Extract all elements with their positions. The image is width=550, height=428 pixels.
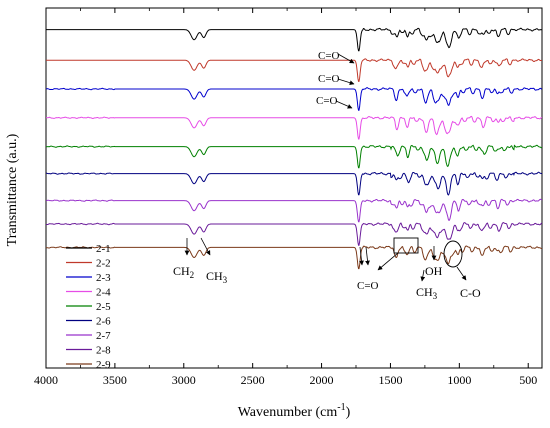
annotation-c-o-arrow xyxy=(456,266,467,281)
annotation-ch3-box-arrow xyxy=(377,252,399,271)
x-tick-label: 3000 xyxy=(172,373,196,387)
annotation-ch3-arrow xyxy=(200,237,211,256)
legend: 2-1 2-2 2-3 2-4 2-5 2-6 2-7 2-8 2-9 xyxy=(66,243,111,371)
x-axis-title-close: ) xyxy=(346,405,351,420)
y-axis-title: Transmittance (a.u.) xyxy=(5,133,20,246)
legend-label-2-3: 2-3 xyxy=(96,272,111,284)
legend-label-2-6: 2-6 xyxy=(96,316,111,328)
legend-label-2-1: 2-1 xyxy=(96,243,111,255)
series-line-2-4 xyxy=(46,115,543,140)
annotation-co-bottom: C=O xyxy=(357,280,379,292)
x-tick-label: 3500 xyxy=(103,373,127,387)
annotation-co-2-arrow xyxy=(337,78,355,86)
annotation-ch3-bottom: CH3 xyxy=(416,285,438,301)
annotation-ch2-main: CH xyxy=(173,264,190,278)
series-line-2-9 xyxy=(45,245,543,270)
legend-label-2-8: 2-8 xyxy=(96,345,111,357)
annotation-ch3-box xyxy=(393,237,419,254)
x-tick-label: 2000 xyxy=(310,373,334,387)
annotation-co-bottom-arrow-1 xyxy=(359,246,364,266)
annotation-oh: OH xyxy=(425,264,443,278)
annotation-ch3-bottom-main: CH xyxy=(416,285,433,299)
annotation-ch3: CH3 xyxy=(206,269,228,285)
plot-frame xyxy=(45,7,543,369)
annotation-co-3: C=O xyxy=(316,95,338,107)
series-line-2-1 xyxy=(46,27,543,52)
series-line-2-5 xyxy=(45,144,543,169)
tick-layer: 4000 3500 3000 2500 2000 1500 1000 500 xyxy=(34,8,537,387)
annotation-c-o-circle xyxy=(443,240,463,268)
annotation-ch2-sub: 2 xyxy=(190,270,195,280)
series-line-2-7 xyxy=(45,198,543,223)
x-tick-label: 4000 xyxy=(34,373,58,387)
annotation-ch3-bottom-arrow xyxy=(420,269,426,282)
annotation-ch3-main: CH xyxy=(206,269,223,283)
legend-label-2-4: 2-4 xyxy=(96,287,111,299)
x-tick-label: 1500 xyxy=(378,373,402,387)
x-tick-label: 1000 xyxy=(447,373,471,387)
x-axis-title: Wavenumber (cm-1) xyxy=(238,402,351,420)
annotation-co-1-arrow xyxy=(337,53,355,64)
x-axis-title-sup: -1 xyxy=(337,402,345,413)
series-line-2-3 xyxy=(45,87,543,111)
annotation-co-1: C=O xyxy=(318,50,340,62)
annotation-c-o: C-O xyxy=(460,286,481,300)
series-line-2-2 xyxy=(46,58,542,82)
annotation-co-3-arrow xyxy=(335,100,353,109)
series-line-2-6 xyxy=(46,171,543,196)
legend-label-2-7: 2-7 xyxy=(96,330,111,342)
annotation-co-bottom-arrow-2 xyxy=(365,246,370,266)
annotation-co-2: C=O xyxy=(318,73,340,85)
series-layer xyxy=(45,27,543,270)
annotations: C=O C=O C=O CH2 CH3 C=O CH3 OH C-O xyxy=(173,50,481,301)
series-line-2-8 xyxy=(45,222,543,246)
x-tick-label: 2500 xyxy=(241,373,265,387)
annotation-ch3-sub: 3 xyxy=(223,275,228,285)
plot-area: 4000 3500 3000 2500 2000 1500 1000 500 xyxy=(34,7,543,387)
legend-label-2-5: 2-5 xyxy=(96,301,111,313)
legend-label-2-2: 2-2 xyxy=(96,258,111,270)
x-axis-title-main: Wavenumber (cm xyxy=(238,405,338,420)
legend-label-2-9: 2-9 xyxy=(96,359,111,371)
annotation-ch3-bottom-sub: 3 xyxy=(433,291,438,301)
x-tick-label: 500 xyxy=(519,373,537,387)
annotation-ch2: CH2 xyxy=(173,264,194,280)
